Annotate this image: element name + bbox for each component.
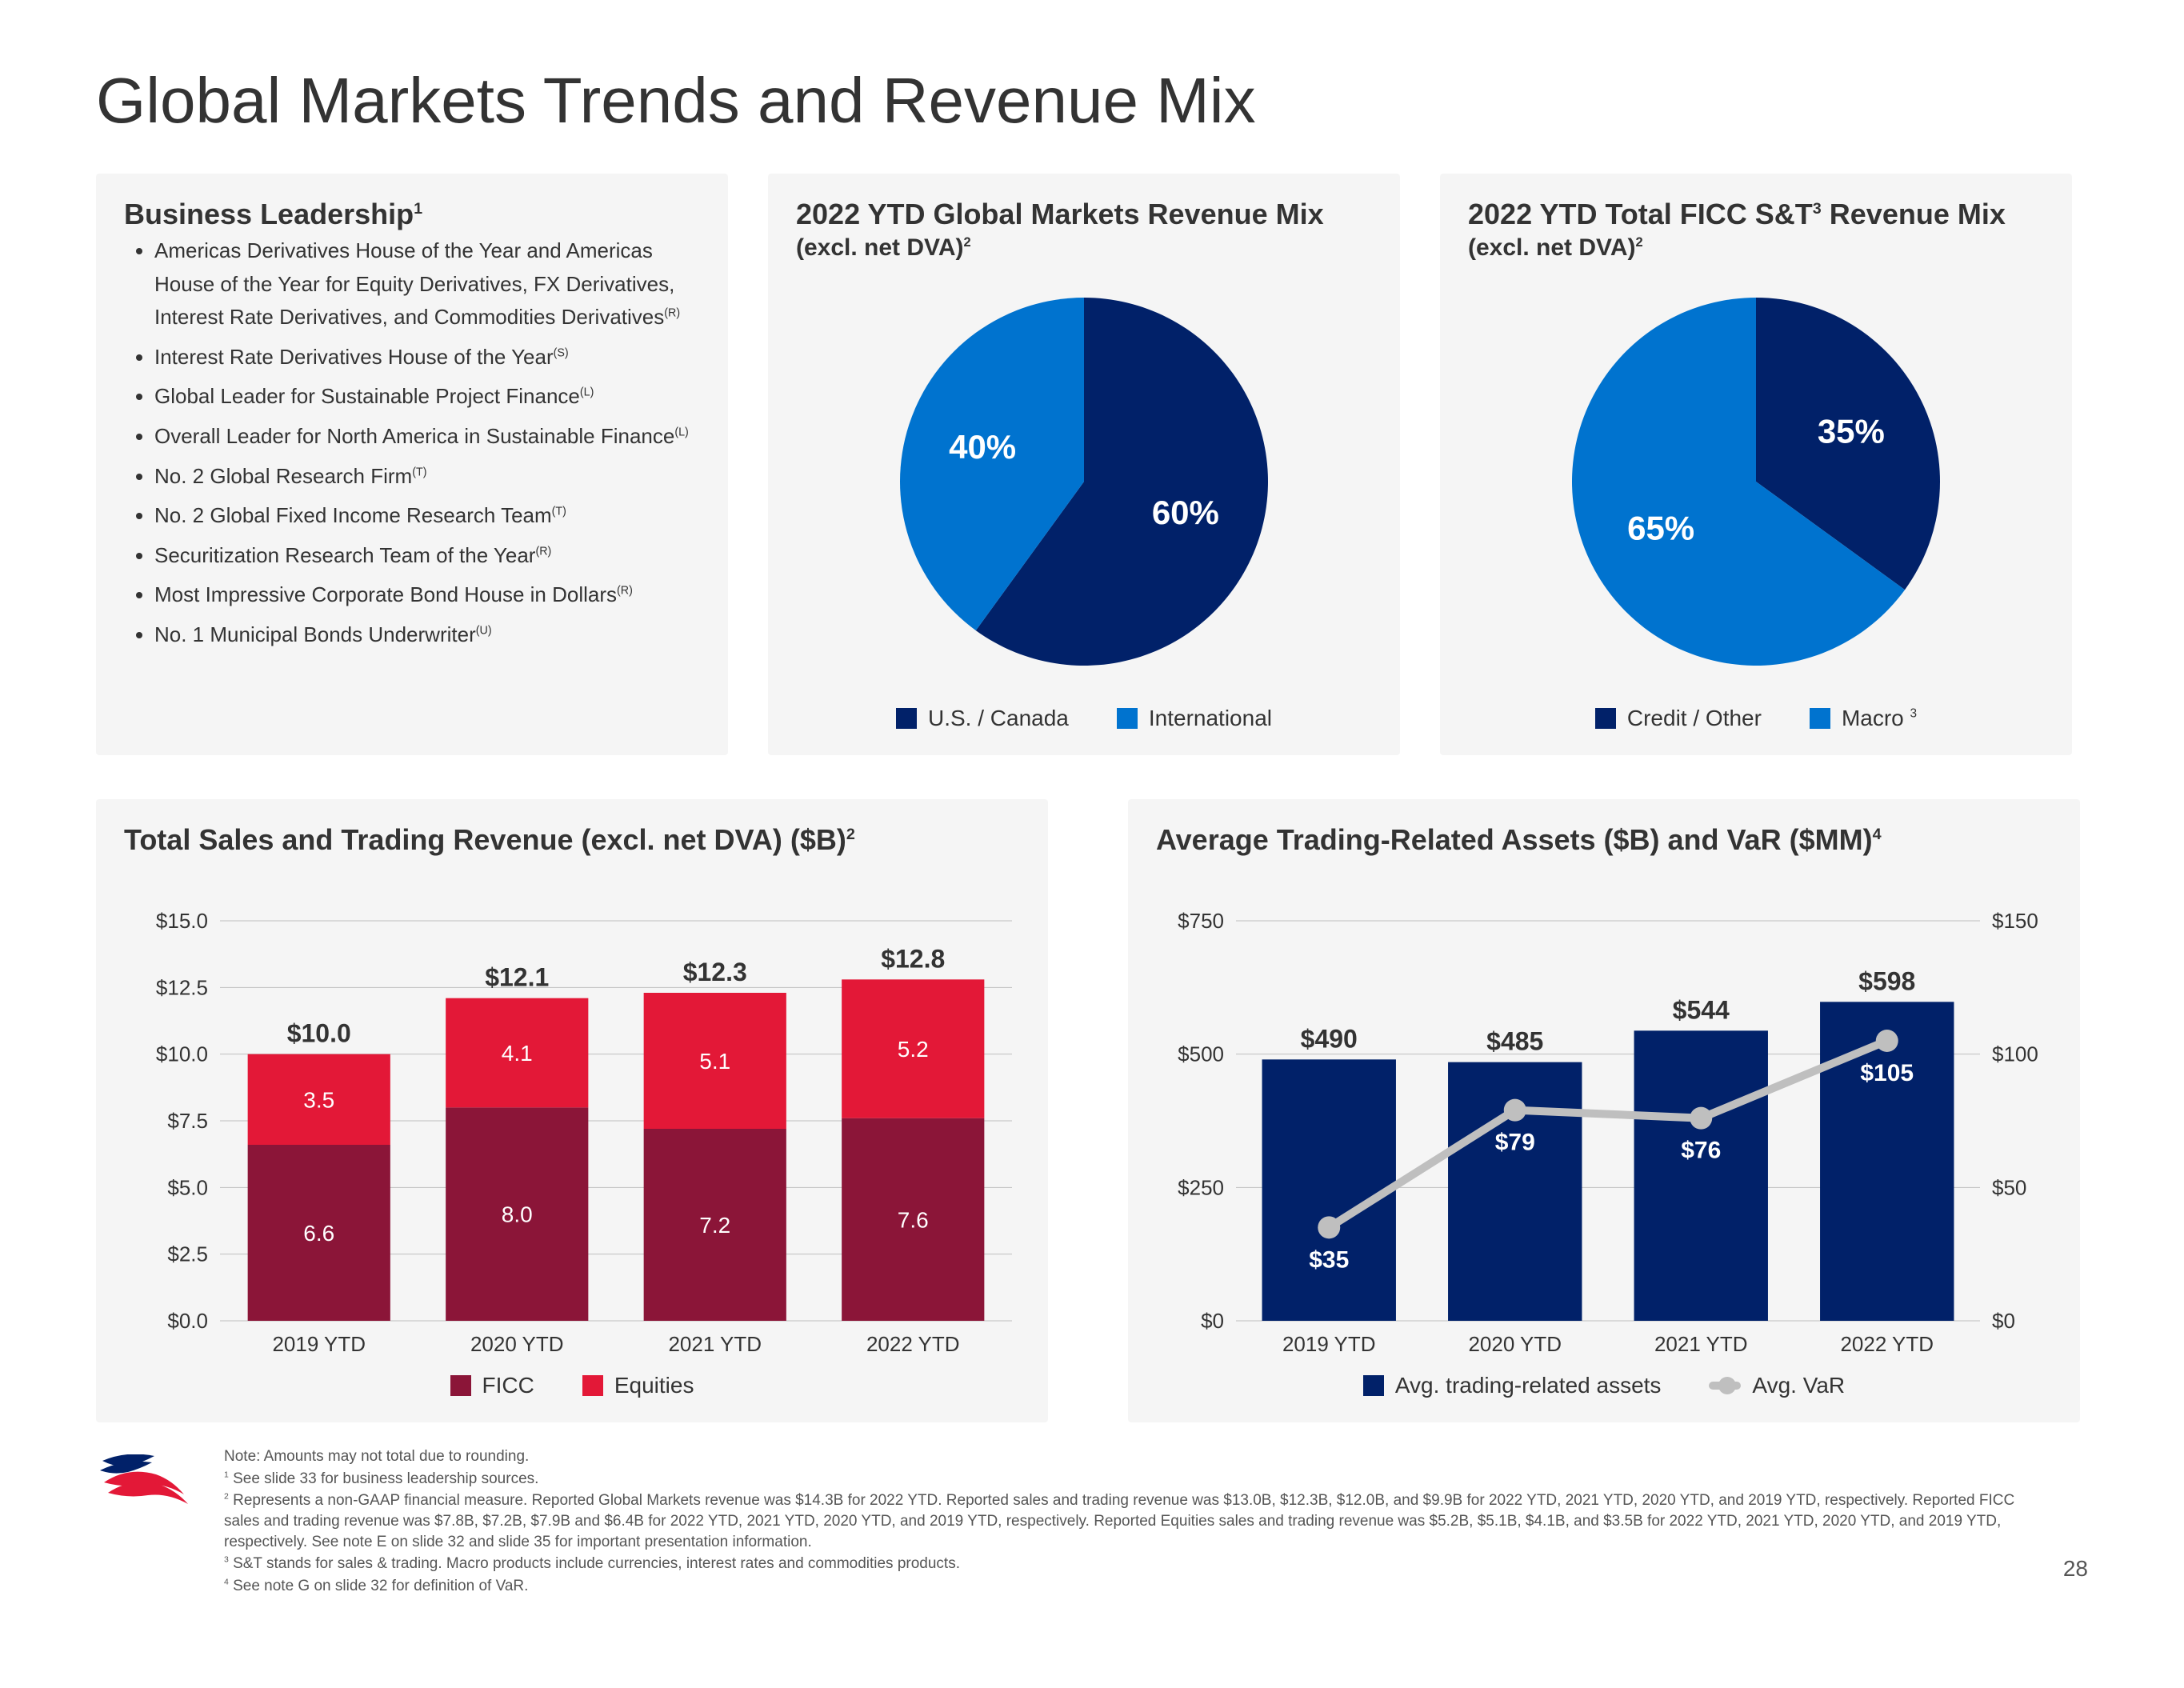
legend-item: Macro 3: [1810, 706, 1917, 731]
svg-text:40%: 40%: [949, 428, 1016, 466]
svg-text:2022 YTD: 2022 YTD: [1840, 1332, 1934, 1356]
pie1-subtitle: (excl. net DVA)2: [796, 234, 1372, 262]
svg-text:2019 YTD: 2019 YTD: [1282, 1332, 1376, 1356]
bofa-logo-icon: [96, 1454, 192, 1514]
legend-swatch: [1810, 708, 1830, 729]
svg-text:5.2: 5.2: [898, 1037, 929, 1062]
leadership-item: No. 2 Global Research Firm(T): [154, 460, 700, 494]
legend-swatch: [1117, 708, 1138, 729]
svg-text:$750: $750: [1178, 909, 1224, 933]
footnote-text: Note: Amounts may not total due to round…: [224, 1446, 2031, 1598]
pie1-legend: U.S. / Canada International: [796, 706, 1372, 731]
svg-text:$100: $100: [1992, 1042, 2038, 1066]
bar2-title: Average Trading-Related Assets ($B) and …: [1156, 823, 2052, 857]
bar1-legend: FICC Equities: [124, 1373, 1020, 1398]
svg-text:$12.1: $12.1: [485, 963, 549, 992]
svg-text:6.6: 6.6: [303, 1221, 334, 1246]
svg-text:4.1: 4.1: [502, 1041, 533, 1066]
pie2-title: 2022 YTD Total FICC S&T3 Revenue Mix: [1468, 198, 2044, 231]
svg-text:$485: $485: [1486, 1027, 1543, 1056]
svg-text:$50: $50: [1992, 1175, 2026, 1199]
leadership-item: Global Leader for Sustainable Project Fi…: [154, 380, 700, 414]
legend-item: International: [1117, 706, 1272, 731]
pie2-legend: Credit / Other Macro 3: [1468, 706, 2044, 731]
bar1-title: Total Sales and Trading Revenue (excl. n…: [124, 823, 1020, 857]
leadership-item: Americas Derivatives House of the Year a…: [154, 234, 700, 334]
svg-text:$35: $35: [1309, 1246, 1349, 1273]
svg-text:$490: $490: [1301, 1024, 1358, 1053]
pie2-chart: 35% 65%: [1468, 282, 2044, 682]
svg-text:35%: 35%: [1818, 412, 1885, 450]
legend-item: Equities: [582, 1373, 694, 1398]
svg-text:7.2: 7.2: [699, 1213, 730, 1238]
svg-text:5.1: 5.1: [699, 1049, 730, 1074]
legend-item: Avg. trading-related assets: [1363, 1373, 1662, 1398]
pie1-chart: 60% 40%: [796, 282, 1372, 682]
leadership-item: Securitization Research Team of the Year…: [154, 539, 700, 573]
legend-swatch: [1595, 708, 1616, 729]
pie1-title: 2022 YTD Global Markets Revenue Mix: [796, 198, 1372, 231]
svg-text:$12.3: $12.3: [683, 958, 747, 986]
leadership-item: No. 1 Municipal Bonds Underwriter(U): [154, 618, 700, 652]
svg-text:$79: $79: [1495, 1130, 1535, 1156]
svg-text:$10.0: $10.0: [156, 1042, 208, 1066]
svg-text:65%: 65%: [1627, 510, 1694, 547]
svg-text:2020 YTD: 2020 YTD: [1468, 1332, 1562, 1356]
legend-item: Avg. VaR: [1709, 1373, 1845, 1398]
svg-text:7.6: 7.6: [898, 1207, 929, 1232]
svg-text:$150: $150: [1992, 909, 2038, 933]
page-number: 28: [2063, 1556, 2088, 1598]
svg-text:$105: $105: [1860, 1060, 1914, 1086]
svg-text:$5.0: $5.0: [167, 1175, 208, 1199]
svg-text:2022 YTD: 2022 YTD: [866, 1332, 960, 1356]
bar2-chart: $0 $250 $500 $750 $0 $50 $100 $150 $490 2019 YTD $…: [1156, 873, 2052, 1373]
svg-text:$250: $250: [1178, 1175, 1224, 1199]
svg-text:$0.0: $0.0: [167, 1309, 208, 1333]
legend-swatch: [582, 1375, 603, 1396]
svg-text:$15.0: $15.0: [156, 909, 208, 933]
leadership-title: Business Leadership1: [124, 198, 700, 231]
svg-text:$76: $76: [1681, 1138, 1721, 1164]
panel-ficc-mix: 2022 YTD Total FICC S&T3 Revenue Mix (ex…: [1440, 174, 2072, 755]
svg-text:$10.0: $10.0: [287, 1019, 351, 1048]
legend-item: Credit / Other: [1595, 706, 1762, 731]
svg-text:$12.5: $12.5: [156, 975, 208, 999]
svg-text:$598: $598: [1858, 966, 1915, 995]
svg-text:$0: $0: [1201, 1309, 1224, 1333]
panel-revenue-mix: 2022 YTD Global Markets Revenue Mix (exc…: [768, 174, 1400, 755]
svg-text:$544: $544: [1673, 995, 1730, 1024]
legend-swatch: [896, 708, 917, 729]
panel-business-leadership: Business Leadership1 Americas Derivative…: [96, 174, 728, 755]
legend-item: U.S. / Canada: [896, 706, 1069, 731]
svg-text:2019 YTD: 2019 YTD: [272, 1332, 366, 1356]
page-title: Global Markets Trends and Revenue Mix: [96, 64, 2088, 138]
svg-text:$0: $0: [1992, 1309, 2015, 1333]
legend-item: FICC: [450, 1373, 534, 1398]
svg-text:$7.5: $7.5: [167, 1109, 208, 1133]
svg-text:60%: 60%: [1152, 494, 1219, 531]
leadership-item: No. 2 Global Fixed Income Research Team(…: [154, 499, 700, 533]
panel-sales-trading: Total Sales and Trading Revenue (excl. n…: [96, 799, 1048, 1422]
leadership-item: Interest Rate Derivatives House of the Y…: [154, 341, 700, 374]
bar2-legend: Avg. trading-related assets Avg. VaR: [1156, 1373, 2052, 1398]
top-row: Business Leadership1 Americas Derivative…: [96, 174, 2088, 755]
svg-text:8.0: 8.0: [502, 1202, 533, 1227]
leadership-item: Most Impressive Corporate Bond House in …: [154, 578, 700, 612]
svg-text:2020 YTD: 2020 YTD: [470, 1332, 564, 1356]
leadership-item: Overall Leader for North America in Sust…: [154, 420, 700, 454]
pie2-subtitle: (excl. net DVA)2: [1468, 234, 2044, 262]
leadership-list: Americas Derivatives House of the Year a…: [124, 234, 700, 652]
legend-swatch: [450, 1375, 471, 1396]
bar1-chart: $0.0 $2.5 $5.0 $7.5 $10.0 $12.5 $15.0 6.6 3.5 $10…: [124, 873, 1020, 1373]
svg-text:$12.8: $12.8: [881, 944, 945, 973]
svg-text:$2.5: $2.5: [167, 1242, 208, 1266]
svg-text:2021 YTD: 2021 YTD: [668, 1332, 762, 1356]
panel-trading-assets: Average Trading-Related Assets ($B) and …: [1128, 799, 2080, 1422]
bottom-row: Total Sales and Trading Revenue (excl. n…: [96, 799, 2088, 1422]
svg-text:$500: $500: [1178, 1042, 1224, 1066]
footnotes: Note: Amounts may not total due to round…: [96, 1446, 2088, 1598]
svg-text:3.5: 3.5: [303, 1087, 334, 1112]
svg-text:2021 YTD: 2021 YTD: [1654, 1332, 1748, 1356]
